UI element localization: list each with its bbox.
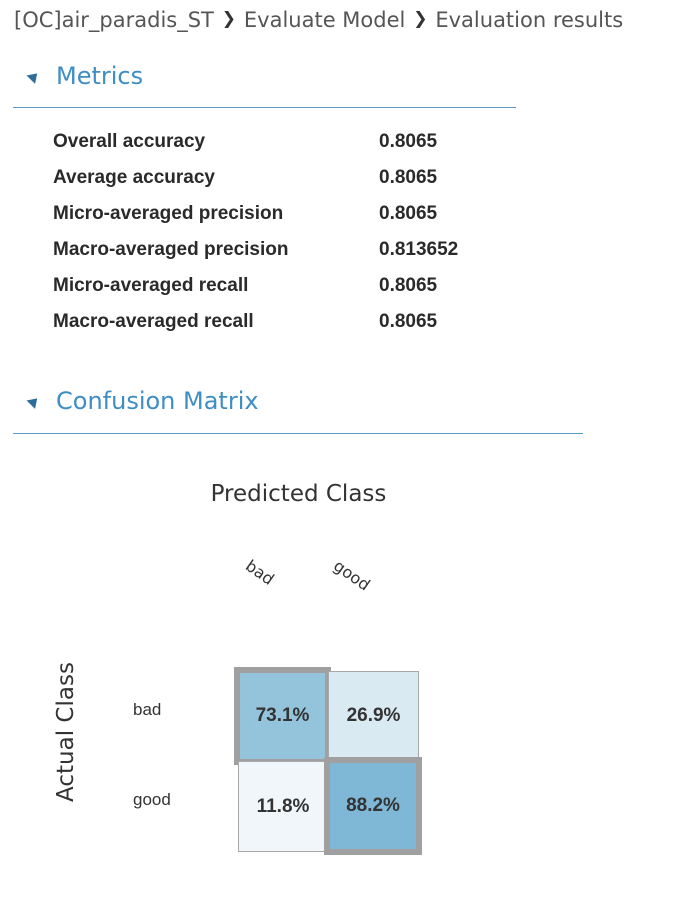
metric-label: Average accuracy — [53, 167, 215, 188]
column-label-bad: bad — [242, 556, 278, 589]
metric-label: Micro-averaged precision — [53, 203, 284, 224]
matrix-cell-good-bad: 11.8% — [238, 761, 328, 852]
row-label-bad: bad — [133, 700, 162, 719]
chevron-right-icon: ❯ — [413, 9, 428, 29]
matrix-cell-bad-bad: 73.1% — [234, 667, 331, 765]
confusion-matrix-title: Confusion Matrix — [56, 387, 259, 415]
collapse-triangle-icon[interactable] — [26, 68, 42, 84]
matrix-cell-bad-good: 26.9% — [328, 671, 419, 761]
metric-row: Micro-averaged precision 0.8065 — [53, 196, 499, 232]
metrics-title: Metrics — [56, 62, 144, 90]
breadcrumb-item-experiment[interactable]: [OC]air_paradis_ST — [14, 8, 214, 32]
metric-row: Macro-averaged precision 0.813652 — [53, 232, 499, 268]
collapse-triangle-icon[interactable] — [26, 393, 42, 409]
metric-label: Overall accuracy — [53, 131, 206, 152]
metrics-divider — [13, 107, 516, 108]
metric-value: 0.8065 — [379, 167, 438, 188]
matrix-cell-good-good: 88.2% — [324, 757, 422, 855]
metric-label: Micro-averaged recall — [53, 275, 249, 296]
metric-row: Overall accuracy 0.8065 — [53, 124, 499, 160]
metric-value: 0.8065 — [379, 203, 438, 224]
metrics-section-header[interactable]: Metrics — [14, 62, 143, 90]
metric-row: Micro-averaged recall 0.8065 — [53, 268, 499, 304]
metric-value: 0.8065 — [379, 275, 438, 296]
metric-value: 0.813652 — [379, 239, 459, 260]
metrics-table: Overall accuracy 0.8065 Average accuracy… — [53, 124, 499, 340]
column-label-good: good — [330, 556, 374, 595]
actual-class-title: Actual Class — [53, 662, 79, 802]
predicted-class-title: Predicted Class — [210, 481, 387, 507]
metric-row: Macro-averaged recall 0.8065 — [53, 304, 499, 340]
metric-label: Macro-averaged precision — [53, 239, 289, 260]
metric-value: 0.8065 — [379, 311, 438, 332]
breadcrumb-item-results: Evaluation results — [435, 8, 624, 32]
breadcrumb: [OC]air_paradis_ST ❯ Evaluate Model ❯ Ev… — [14, 4, 623, 36]
confusion-matrix-divider — [13, 433, 583, 434]
confusion-matrix-section-header[interactable]: Confusion Matrix — [14, 387, 259, 415]
row-label-good: good — [133, 790, 171, 809]
metric-label: Macro-averaged recall — [53, 311, 254, 332]
breadcrumb-item-module[interactable]: Evaluate Model — [243, 8, 406, 32]
chevron-right-icon: ❯ — [221, 9, 237, 29]
metric-row: Average accuracy 0.8065 — [53, 160, 499, 196]
metric-value: 0.8065 — [379, 131, 438, 152]
